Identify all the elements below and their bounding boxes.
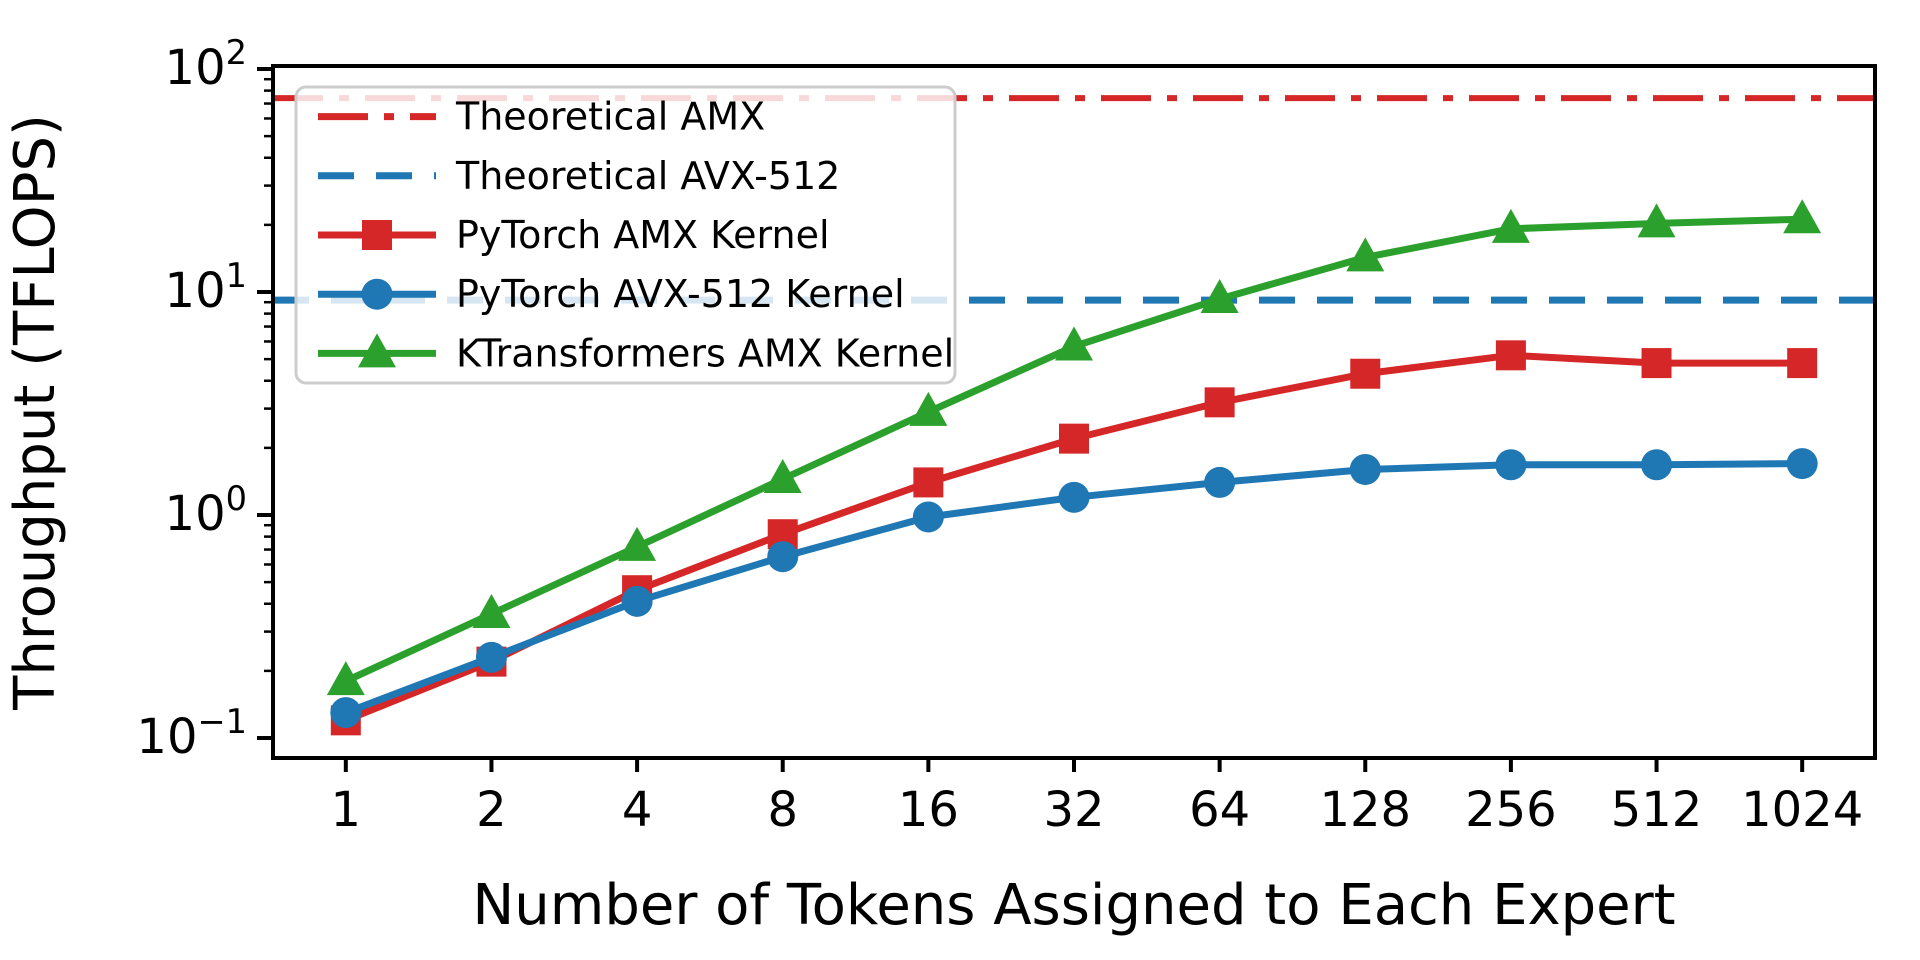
legend-label: PyTorch AVX-512 Kernel xyxy=(456,272,905,316)
square-marker xyxy=(913,467,944,498)
x-tick-label: 128 xyxy=(1319,782,1411,838)
square-marker xyxy=(1641,348,1672,379)
y-tick-label: 101 xyxy=(165,256,247,319)
legend-box xyxy=(294,85,957,385)
circle-marker xyxy=(1058,481,1090,513)
triangle-marker xyxy=(763,459,802,494)
legend-label: PyTorch AMX Kernel xyxy=(456,213,830,257)
square-marker xyxy=(1204,387,1235,418)
circle-marker xyxy=(621,585,653,617)
x-tick-label: 8 xyxy=(767,782,798,838)
series-triangle xyxy=(326,199,1822,696)
triangle-marker xyxy=(1491,208,1530,243)
x-tick-label: 256 xyxy=(1465,782,1557,838)
circle-marker xyxy=(912,501,944,533)
square-marker xyxy=(1350,358,1381,389)
circle-marker xyxy=(475,641,507,673)
triangle-marker xyxy=(1200,279,1239,314)
legend-circle-marker xyxy=(361,278,393,310)
square-marker xyxy=(1495,340,1526,371)
legend-row: KTransformers AMX Kernel xyxy=(318,331,954,375)
triangle-marker xyxy=(1346,237,1385,272)
circle-marker xyxy=(1786,448,1818,480)
x-tick-label: 4 xyxy=(622,782,653,838)
chart-overlay: 1 2 4 8 16 32 64 128 256 512 1024 10−1 100 101 102 Theo… xyxy=(136,33,1877,838)
legend: Theoretical AMX Theoretical AVX-512 PyTorc… xyxy=(294,85,957,385)
circle-marker xyxy=(1641,449,1673,481)
triangle-marker xyxy=(472,593,511,628)
y-axis-label: Throughput (TFLOPS) xyxy=(3,114,68,711)
legend-row: PyTorch AMX Kernel xyxy=(318,213,830,257)
x-tick-label: 1024 xyxy=(1741,782,1863,838)
circle-marker xyxy=(1349,453,1381,485)
legend-label: Theoretical AMX xyxy=(455,95,765,139)
x-tick-label: 512 xyxy=(1611,782,1703,838)
chart-content xyxy=(273,95,1875,736)
x-tick-label: 16 xyxy=(898,782,959,838)
legend-triangle-marker xyxy=(358,333,396,368)
y-tick-label: 10−1 xyxy=(136,702,247,765)
triangle-marker xyxy=(1055,326,1093,361)
triangle-marker xyxy=(1637,203,1676,238)
triangle-marker xyxy=(326,661,365,696)
square-marker xyxy=(1059,423,1089,454)
x-tick-label: 64 xyxy=(1189,782,1250,838)
circle-marker xyxy=(1495,449,1527,481)
triangle-marker xyxy=(1783,199,1822,234)
triangle-marker xyxy=(618,526,657,561)
triangle-marker xyxy=(909,391,948,426)
circle-marker xyxy=(767,541,799,573)
series-line xyxy=(342,351,1806,724)
series-square xyxy=(330,340,1818,736)
x-tick-label: 32 xyxy=(1043,782,1104,838)
x-tick-label: 1 xyxy=(331,782,362,838)
legend-row: PyTorch AVX-512 Kernel xyxy=(318,272,905,316)
legend-label: KTransformers AMX Kernel xyxy=(456,331,954,375)
legend-label: Theoretical AVX-512 xyxy=(455,154,840,198)
x-tick-label: 2 xyxy=(476,782,507,838)
legend-square-marker xyxy=(362,220,392,250)
circle-marker xyxy=(1204,466,1236,498)
legend-row: Theoretical AMX xyxy=(318,95,765,139)
x-axis-label: Number of Tokens Assigned to Each Expert xyxy=(472,873,1675,938)
legend-row: Theoretical AVX-512 xyxy=(318,154,840,198)
y-tick-label: 102 xyxy=(165,33,247,96)
y-tick-label: 100 xyxy=(165,479,247,542)
series-circle xyxy=(330,448,1818,729)
square-marker xyxy=(1787,348,1818,379)
circle-marker xyxy=(330,697,362,729)
